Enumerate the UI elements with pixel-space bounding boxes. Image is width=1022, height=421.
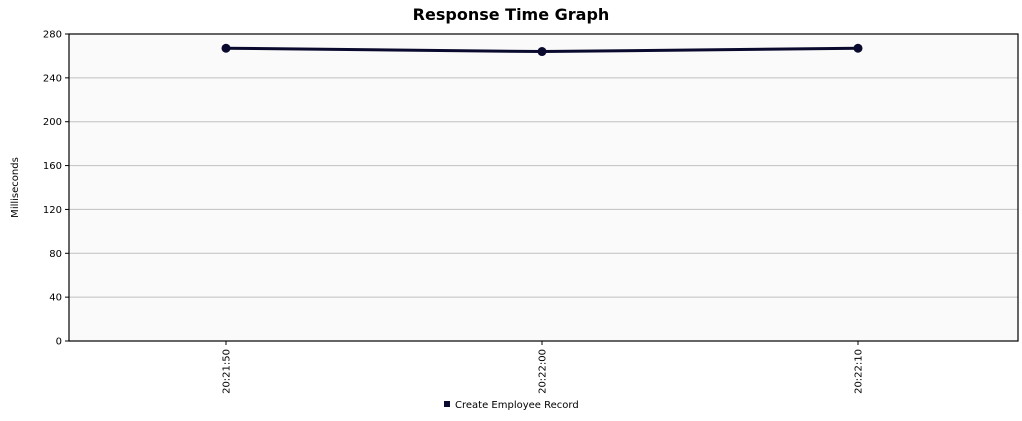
legend-label: Create Employee Record: [455, 400, 579, 411]
series-group: [221, 43, 863, 57]
y-tick-label: 40: [49, 293, 62, 304]
data-point: [853, 43, 863, 53]
y-tick-label: 240: [43, 73, 62, 84]
data-point: [221, 43, 231, 53]
legend-swatch: [444, 401, 450, 407]
y-tick-label: 120: [43, 205, 62, 216]
plot-area: [69, 34, 1018, 341]
y-axis: 0 40 80 120 160 200 240 280: [43, 30, 69, 348]
x-axis: 20:21:50 20:22:00 20:22:10: [222, 341, 865, 394]
y-tick-label: 280: [43, 30, 62, 41]
y-tick-label: 160: [43, 161, 62, 172]
legend: Create Employee Record: [444, 400, 579, 411]
y-tick-label: 0: [56, 337, 62, 348]
data-point: [537, 47, 547, 57]
y-tick-label: 200: [43, 117, 62, 128]
plot-border: [68, 33, 1019, 342]
y-axis-label: Milliseconds: [10, 157, 21, 218]
x-tick-label: 20:22:10: [854, 349, 865, 394]
x-tick-label: 20:21:50: [222, 349, 233, 394]
x-tick-label: 20:22:00: [538, 349, 549, 394]
y-tick-label: 80: [49, 249, 62, 260]
chart-title: Response Time Graph: [413, 5, 610, 24]
grid-lines: [69, 33, 1018, 342]
